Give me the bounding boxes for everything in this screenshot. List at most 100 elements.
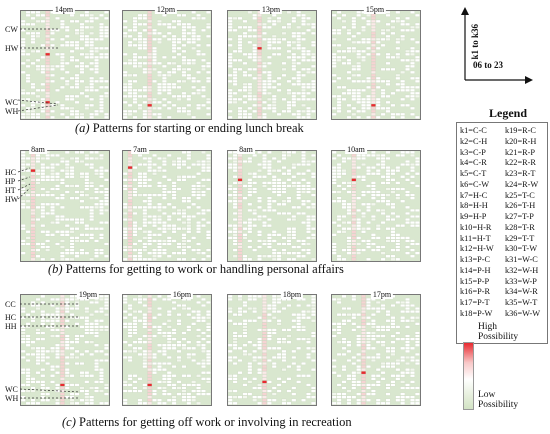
- heatmap-cell: [147, 61, 153, 65]
- heatmap-cell: [142, 184, 148, 188]
- heatmap-cell: [410, 371, 415, 375]
- heatmap-cell: [166, 331, 172, 335]
- heatmap-cell: [176, 319, 182, 323]
- heatmap-cell: [370, 334, 376, 338]
- heatmap-cell: [306, 67, 311, 71]
- heatmap-cell: [171, 383, 177, 387]
- heatmap-cell: [94, 151, 99, 154]
- heatmap-cell: [103, 190, 109, 194]
- heatmap-cell: [45, 230, 51, 234]
- heatmap-cell: [196, 211, 201, 215]
- heatmap-cell: [262, 300, 267, 304]
- heatmap-cell: [25, 352, 31, 356]
- heatmap-cell: [370, 106, 376, 110]
- heatmap-cell: [152, 239, 157, 243]
- heatmap-cell: [132, 28, 138, 32]
- heatmap-cell: [201, 208, 206, 212]
- heatmap-cell: [166, 392, 172, 396]
- heatmap-cell: [181, 395, 187, 399]
- heatmap-cell: [232, 380, 238, 384]
- heatmap-cell: [176, 94, 182, 98]
- heatmap-cell: [370, 337, 376, 341]
- heatmap-cell: [186, 352, 192, 356]
- heatmap-cell: [74, 31, 80, 35]
- heatmap-cell: [166, 340, 172, 344]
- heatmap-cell: [228, 355, 233, 359]
- heatmap-cell: [50, 31, 55, 35]
- heatmap-cell: [266, 359, 272, 362]
- heatmap-cell: [147, 395, 153, 399]
- heatmap-cell: [21, 331, 26, 335]
- heatmap-cell: [356, 371, 362, 375]
- heatmap-cell: [171, 398, 177, 402]
- heatmap-cell: [147, 297, 153, 301]
- heatmap-cell: [191, 85, 197, 89]
- heatmap-cell: [103, 297, 109, 301]
- heatmap-cell: [191, 58, 197, 62]
- heatmap-cell: [186, 230, 192, 234]
- heatmap-cell: [103, 46, 109, 50]
- heatmap-cell: [414, 362, 420, 366]
- heatmap-cell: [356, 236, 362, 240]
- heatmap-cell: [332, 199, 337, 203]
- heatmap-cell: [232, 97, 238, 101]
- heatmap-cell: [356, 91, 362, 95]
- heatmap-cell: [336, 153, 342, 157]
- heatmap-cell: [276, 211, 282, 215]
- heatmap-cell: [142, 193, 148, 197]
- heatmap-cell: [84, 331, 90, 335]
- heatmap-cell: [310, 227, 316, 231]
- heatmap-cell: [410, 398, 415, 402]
- heatmap-cell: [310, 218, 316, 222]
- heatmap-cell: [35, 153, 41, 157]
- heatmap-cell: [276, 37, 282, 41]
- heatmap-cell: [137, 337, 143, 341]
- heatmap-cell: [375, 300, 381, 304]
- heatmap-cell: [271, 85, 277, 89]
- heatmap-cell: [405, 85, 410, 89]
- heatmap-cell: [370, 64, 376, 68]
- heatmap-cell: [127, 230, 133, 234]
- heatmap-cell: [74, 112, 80, 116]
- heatmap-cell: [74, 64, 80, 68]
- heatmap-cell: [35, 331, 41, 335]
- heatmap-cell: [375, 248, 381, 252]
- heatmap-cell: [262, 79, 267, 83]
- heatmap-cell: [59, 257, 65, 261]
- heatmap-cell: [132, 58, 138, 62]
- heatmap-cell: [157, 88, 162, 92]
- heatmap-cell: [390, 187, 396, 191]
- heatmap-cell: [366, 172, 371, 176]
- heatmap-cell: [286, 55, 292, 59]
- heatmap-cell: [361, 239, 366, 243]
- heatmap-cell: [64, 371, 70, 375]
- heatmap-cell: [64, 34, 70, 38]
- heatmap-cell: [228, 61, 233, 65]
- heatmap-cell: [380, 362, 386, 366]
- heatmap-cell: [89, 67, 95, 71]
- heatmap-cell: [147, 82, 153, 86]
- heatmap-cell: [351, 97, 357, 101]
- heatmap-cell: [336, 215, 342, 218]
- heatmap-cell: [59, 313, 65, 317]
- heatmap-cell: [21, 193, 26, 197]
- heatmap-cell: [191, 163, 197, 167]
- heatmap-cell: [385, 34, 391, 38]
- heatmap-cell: [127, 109, 133, 113]
- heatmap-cell: [237, 211, 243, 215]
- heatmap-cell: [262, 398, 267, 402]
- heatmap-cell: [69, 248, 75, 252]
- heatmap-cell: [35, 156, 41, 160]
- heatmap-cell: [296, 319, 302, 323]
- heatmap-cell: [237, 153, 243, 157]
- heatmap-cell: [306, 215, 311, 218]
- heatmap-cell: [123, 295, 128, 298]
- heatmap-cell: [147, 389, 153, 393]
- heatmap-cell: [103, 208, 109, 212]
- heatmap-cell: [252, 94, 258, 98]
- heatmap-cell: [84, 398, 90, 402]
- heatmap-cell: [171, 43, 177, 47]
- heatmap-cell: [59, 251, 65, 255]
- heatmap-cell: [405, 218, 410, 222]
- heatmap-cell: [336, 199, 342, 203]
